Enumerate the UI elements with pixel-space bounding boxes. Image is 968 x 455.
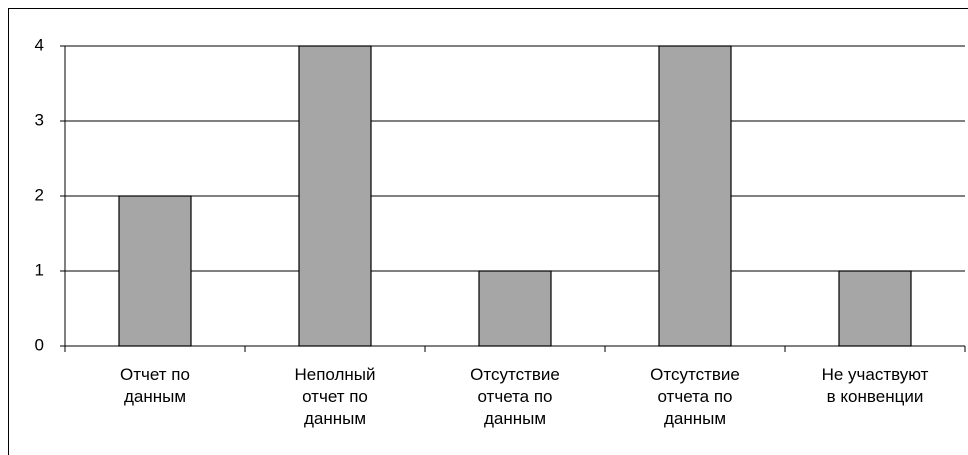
y-tick-label: 1	[35, 260, 44, 279]
x-tick-label: Отсутствие отчета по данным	[470, 365, 560, 428]
bar	[118, 195, 192, 347]
x-tick-label: Неполный отчет по данным	[294, 365, 376, 428]
x-tick-label: Отсутствие отчета по данным	[650, 365, 740, 428]
y-tick-label: 3	[35, 110, 44, 129]
y-tick-label: 4	[35, 35, 44, 54]
bar	[838, 270, 912, 347]
x-tick-label: Не участвуют в конвенции	[821, 365, 929, 406]
bar	[478, 270, 552, 347]
bar	[658, 45, 732, 347]
y-tick-label: 0	[35, 335, 44, 354]
x-tick-label: Отчет по данным	[120, 365, 190, 406]
chart-border	[8, 8, 968, 455]
bar	[298, 45, 372, 347]
y-tick-label: 2	[35, 185, 44, 204]
